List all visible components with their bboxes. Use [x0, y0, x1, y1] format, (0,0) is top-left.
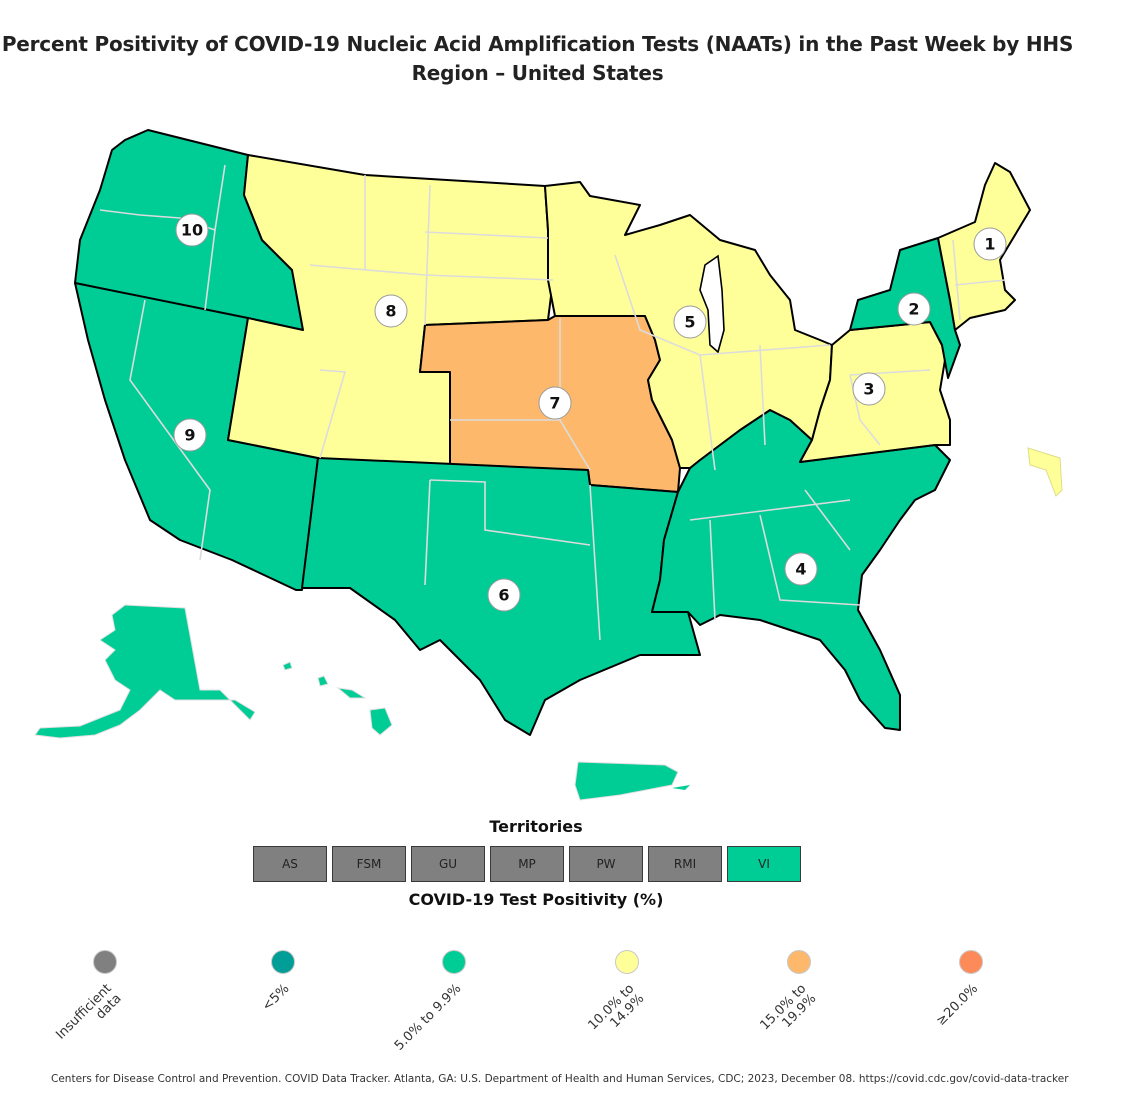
svg-text:8: 8 — [385, 302, 396, 321]
legend-dot-15to19 — [787, 950, 811, 974]
region-badge-9[interactable]: 9 — [173, 418, 207, 452]
region-badge-1[interactable]: 1 — [973, 227, 1007, 261]
svg-text:7: 7 — [549, 394, 560, 413]
hawaii-shape[interactable] — [282, 661, 393, 736]
legend-dot-lt5 — [271, 950, 295, 974]
state-boundaries — [99, 164, 1006, 641]
territories-title: Territories — [489, 817, 583, 836]
region-badge-6[interactable]: 6 — [487, 578, 521, 612]
territory-pw[interactable]: PW — [569, 846, 643, 882]
region-badge-8[interactable]: 8 — [374, 294, 408, 328]
territories-row: AS FSM GU MP PW RMI VI — [253, 846, 801, 882]
puerto-rico-shape[interactable] — [574, 761, 679, 801]
territory-mp[interactable]: MP — [490, 846, 564, 882]
svg-text:4: 4 — [795, 560, 806, 579]
legend-dot-insufficient — [93, 950, 117, 974]
legend-label-5to9: 5.0% to 9.9% — [391, 981, 464, 1054]
puerto-rico-islands — [672, 785, 690, 790]
source-citation: Centers for Disease Control and Preventi… — [51, 1073, 1069, 1085]
chart-title-line-1: Percent Positivity of COVID-19 Nucleic A… — [1, 32, 1074, 56]
svg-text:6: 6 — [498, 586, 509, 605]
svg-text:3: 3 — [863, 380, 874, 399]
alaska-shape[interactable] — [34, 604, 256, 739]
territory-rmi[interactable]: RMI — [648, 846, 722, 882]
legend-label-lt5: <5% — [259, 981, 293, 1015]
svg-text:10: 10 — [181, 221, 203, 240]
legend-label-gte20: ≥20.0% — [933, 981, 981, 1029]
territory-as[interactable]: AS — [253, 846, 327, 882]
territory-vi[interactable]: VI — [727, 846, 801, 882]
legend-label-10to14: 10.0% to 14.9% — [584, 981, 647, 1034]
svg-text:9: 9 — [184, 426, 195, 445]
svg-text:5: 5 — [684, 313, 695, 332]
legend-dot-10to14 — [615, 950, 639, 974]
legend-label-15to19: 15.0% to 19.9% — [756, 981, 819, 1034]
region-badge-5[interactable]: 5 — [673, 305, 707, 339]
region-badge-10[interactable]: 10 — [175, 213, 209, 247]
region-badge-3[interactable]: 3 — [852, 372, 886, 406]
legend-dot-gte20 — [959, 950, 983, 974]
region-badge-2[interactable]: 2 — [897, 292, 931, 326]
us-hhs-region-map: 10 8 9 7 6 5 4 3 2 1 — [34, 129, 1063, 801]
svg-text:2: 2 — [908, 300, 919, 319]
chart-title: Percent Positivity of COVID-19 Nucleic A… — [0, 30, 1075, 88]
territory-fsm[interactable]: FSM — [332, 846, 406, 882]
dc-inset[interactable] — [1027, 447, 1063, 497]
region-badge-7[interactable]: 7 — [538, 386, 572, 420]
legend-title: COVID-19 Test Positivity (%) — [408, 890, 664, 909]
chart-title-line-2: Region – United States — [411, 61, 664, 85]
svg-text:1: 1 — [984, 235, 995, 254]
legend-label-insufficient: Insufficient data — [53, 981, 125, 1043]
legend-dot-5to9 — [442, 950, 466, 974]
lake-michigan — [699, 254, 725, 354]
region-badge-4[interactable]: 4 — [784, 552, 818, 586]
territory-gu[interactable]: GU — [411, 846, 485, 882]
